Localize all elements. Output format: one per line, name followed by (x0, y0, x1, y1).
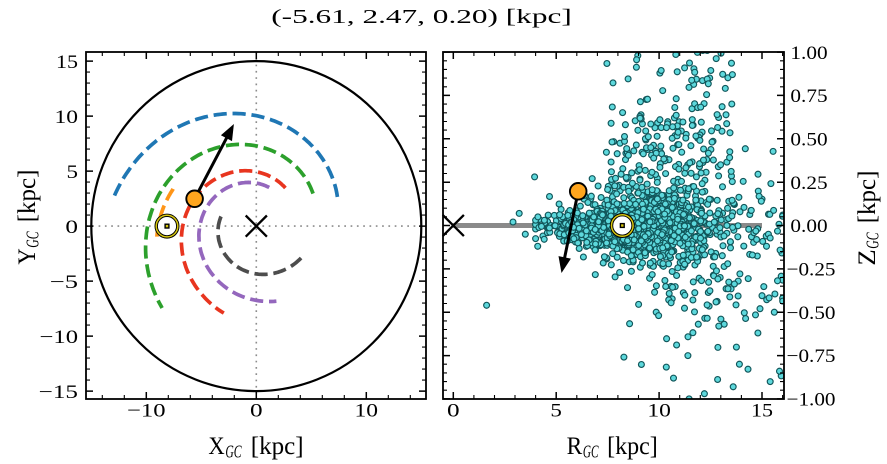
svg-text:(-5.61, 2.47, 0.20) [kpc]: (-5.61, 2.47, 0.20) [kpc] (271, 7, 572, 28)
svg-text:Y: Y (13, 248, 41, 264)
svg-text:X: X (208, 432, 224, 460)
svg-text:15: 15 (56, 52, 78, 73)
svg-text:10: 10 (647, 401, 671, 422)
svg-text:0: 0 (250, 401, 263, 422)
svg-text:R: R (567, 432, 583, 460)
svg-text:0.25: 0.25 (790, 173, 827, 194)
svg-text:10: 10 (355, 401, 379, 422)
svg-text:[kpc]: [kpc] (251, 432, 304, 460)
svg-text:15: 15 (751, 401, 773, 422)
svg-text:GC: GC (23, 231, 43, 248)
svg-text:−0.50: −0.50 (787, 303, 836, 324)
svg-text:10: 10 (55, 107, 79, 128)
svg-text:5: 5 (67, 162, 79, 183)
svg-text:0: 0 (65, 217, 78, 238)
svg-text:−10: −10 (127, 401, 166, 422)
svg-text:0: 0 (447, 401, 460, 422)
svg-text:GC: GC (863, 232, 883, 249)
svg-text:[kpc]: [kpc] (13, 170, 41, 223)
svg-text:GC: GC (583, 442, 599, 462)
svg-text:0.50: 0.50 (790, 130, 827, 151)
svg-text:−0.25: −0.25 (787, 260, 836, 281)
svg-text:5: 5 (550, 401, 562, 422)
svg-text:[kpc]: [kpc] (607, 432, 658, 460)
svg-text:GC: GC (225, 442, 242, 462)
svg-text:1.00: 1.00 (790, 43, 827, 64)
svg-text:Z: Z (853, 249, 881, 265)
svg-text:−5: −5 (50, 272, 78, 293)
svg-text:−15: −15 (39, 382, 78, 403)
svg-text:[kpc]: [kpc] (853, 171, 881, 224)
svg-text:−1.00: −1.00 (787, 390, 836, 411)
svg-text:0.00: 0.00 (790, 216, 827, 237)
svg-text:−0.75: −0.75 (787, 346, 836, 367)
svg-text:−10: −10 (40, 327, 79, 348)
svg-text:0.75: 0.75 (790, 86, 827, 107)
